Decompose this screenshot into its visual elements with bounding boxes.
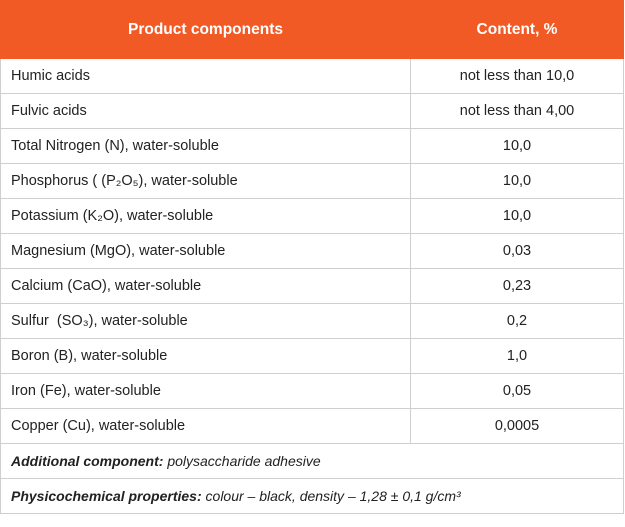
content-cell: 0,23 [410,268,624,304]
content-cell: 10,0 [410,198,624,234]
note-label: Physicochemical properties: [11,488,202,504]
content-cell: not less than 4,00 [410,93,624,129]
component-cell: Phosphorus ( (P₂O₅), water-soluble [0,163,411,199]
component-cell: Potassium (K₂O), water-soluble [0,198,411,234]
content-cell: 10,0 [410,163,624,199]
table-row: Copper (Cu), water-soluble 0,0005 [0,408,624,444]
component-cell: Magnesium (MgO), water-soluble [0,233,411,269]
content-cell: 1,0 [410,338,624,374]
component-cell: Calcium (CaO), water-soluble [0,268,411,304]
content-cell: 0,05 [410,373,624,409]
table-row: Sulfur (SO₃), water-soluble 0,2 [0,303,624,339]
table-row: Potassium (K₂O), water-soluble 10,0 [0,198,624,234]
component-cell: Sulfur (SO₃), water-soluble [0,303,411,339]
table-row: Total Nitrogen (N), water-soluble 10,0 [0,128,624,164]
table-row: Calcium (CaO), water-soluble 0,23 [0,268,624,304]
component-cell: Iron (Fe), water-soluble [0,373,411,409]
note-label: Additional component: [11,453,164,469]
header-cell: Product components [0,0,411,59]
table-row: Phosphorus ( (P₂O₅), water-soluble 10,0 [0,163,624,199]
content-cell: 0,0005 [410,408,624,444]
note-cell: Additional component: polysaccharide adh… [0,443,624,479]
component-cell: Total Nitrogen (N), water-soluble [0,128,411,164]
table-row: Boron (B), water-soluble 1,0 [0,338,624,374]
note-text: colour – black, density – 1,28 ± 0,1 g/c… [205,488,461,504]
content-cell: 0,2 [410,303,624,339]
table-row: Magnesium (MgO), water-soluble 0,03 [0,233,624,269]
components-table: Product components Content, % Humic acid… [0,0,624,514]
component-cell: Humic acids [0,58,411,94]
note-row: Physicochemical properties: colour – bla… [0,478,624,514]
note-row: Additional component: polysaccharide adh… [0,443,624,479]
content-cell: 0,03 [410,233,624,269]
note-cell: Physicochemical properties: colour – bla… [0,478,624,514]
content-cell: not less than 10,0 [410,58,624,94]
note-text: polysaccharide adhesive [167,453,321,469]
content-cell: 10,0 [410,128,624,164]
header-row: Product components Content, % [0,0,624,59]
header-cell: Content, % [410,0,624,59]
table-row: Iron (Fe), water-soluble 0,05 [0,373,624,409]
table-body: Humic acids not less than 10,0 Fulvic acid… [0,58,624,514]
component-cell: Fulvic acids [0,93,411,129]
table-row: Fulvic acids not less than 4,00 [0,93,624,129]
table-row: Humic acids not less than 10,0 [0,58,624,94]
component-cell: Copper (Cu), water-soluble [0,408,411,444]
component-cell: Boron (B), water-soluble [0,338,411,374]
